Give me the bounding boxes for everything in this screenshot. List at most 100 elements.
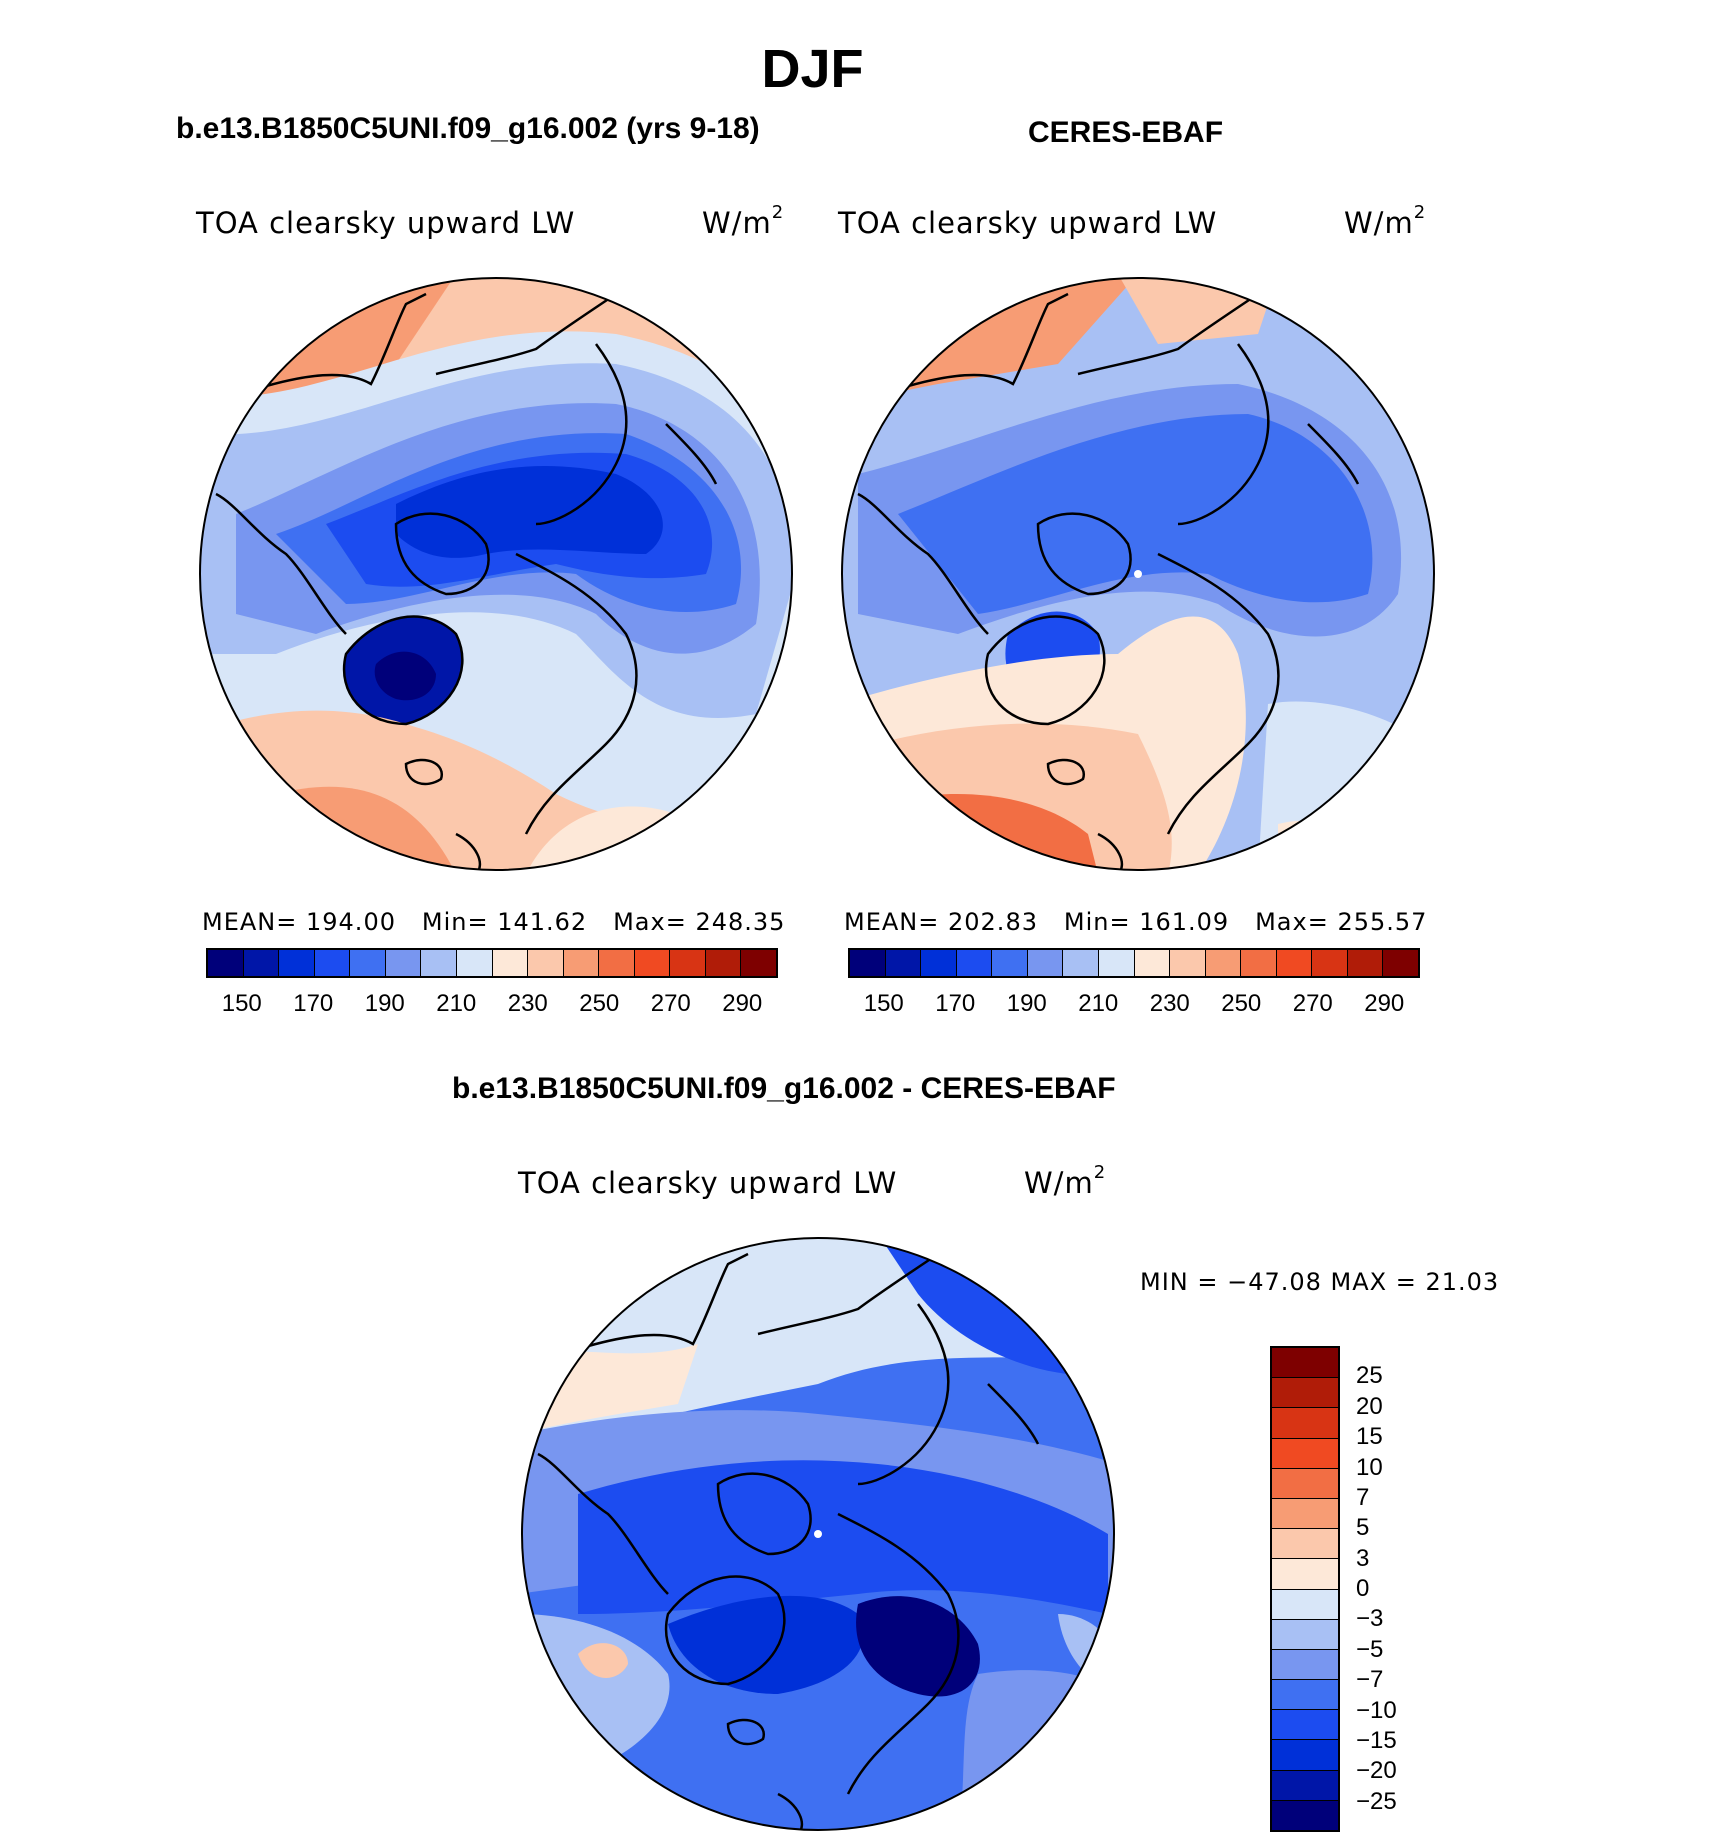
panel-2-pole-dot	[1134, 570, 1142, 578]
diff-colorbar-tick-label: −15	[1356, 1726, 1397, 1754]
diff-coast-east-siberia	[757, 1252, 939, 1336]
panel-2-fill-europe-cool	[1258, 701, 1434, 870]
panel-2-colorbar-tick-label: 230	[1149, 990, 1190, 1017]
panel-2-colorbar-swatch-8	[1134, 950, 1171, 976]
diff-colorbar-tick-label: −5	[1356, 1635, 1384, 1663]
panel-2-colorbar-tick-label: 210	[1078, 990, 1119, 1017]
diff-colorbar-swatch-13	[1272, 1740, 1338, 1771]
panel-1-colorbar-swatch-15	[741, 950, 776, 976]
panel-2-max-value: 255.57	[1337, 908, 1428, 936]
diff-coast-arctic-islands	[716, 1472, 812, 1556]
diff-colorbar-swatch-10	[1272, 1649, 1338, 1681]
diff-units-base: W/m	[1024, 1166, 1094, 1200]
panel-1-mean-value: 194.00	[306, 908, 396, 936]
panel-1-coast-iceland	[404, 758, 443, 786]
panel-1-colorbar-swatch-8	[492, 950, 529, 976]
panel-1-colorbar-tick-label: 250	[579, 990, 620, 1017]
diff-colorbar	[1270, 1346, 1340, 1832]
diff-colorbar-swatch-2	[1272, 1408, 1338, 1439]
panel-1-colorbar-swatch-11	[599, 950, 635, 976]
panel-1-units-exp: 2	[771, 202, 785, 223]
diff-coast-scandinavia	[537, 1452, 669, 1595]
panel-1-fill-cool6	[396, 465, 663, 558]
panel-1-fill-greenland-coldest	[374, 651, 436, 701]
diff-colorbar-swatch-7	[1272, 1559, 1338, 1590]
diff-colorbar-tick-label: −25	[1356, 1787, 1397, 1815]
panel-2-colorbar-swatch-9	[1170, 950, 1206, 976]
panel-1-coast-greenland	[342, 615, 464, 726]
panel-2-mean-value: 202.83	[948, 908, 1038, 936]
diff-colorbar-swatch-12	[1272, 1710, 1338, 1741]
panel-2-mean-label: MEAN=	[844, 908, 940, 936]
panel-2-variable-label: TOA clearsky upward LW	[838, 206, 1218, 240]
panel-1-colorbar-tick-label: 210	[436, 990, 477, 1017]
panel-1-polar-map	[199, 277, 793, 871]
panel-1-colorbar-swatch-3	[314, 950, 351, 976]
diff-colorbar-tick-label: 25	[1356, 1362, 1383, 1390]
panel-2-colorbar-swatch-7	[1098, 950, 1135, 976]
panel-2-coast-iceland	[1046, 758, 1085, 786]
diff-colorbar-swatch-1	[1272, 1378, 1338, 1409]
panel-2-coast-canada	[1157, 552, 1280, 835]
diff-units-exp: 2	[1093, 1162, 1107, 1183]
panel-1-map-border	[199, 277, 793, 871]
panel-1-coast-bering	[665, 423, 718, 485]
panel-1-colorbar-ticks: 150 170 190 210 230 250 270 290	[206, 990, 778, 1020]
panel-2-polar-map	[841, 277, 1435, 871]
panel-2-colorbar-swatch-11	[1241, 950, 1277, 976]
panel-1-colorbar-tick-label: 230	[507, 990, 548, 1017]
panel-2-colorbar-swatch-6	[1063, 950, 1099, 976]
panel-1-colorbar-swatch-7	[456, 950, 493, 976]
diff-case-title: b.e13.B1850C5UNI.f09_g16.002 - CERES-EBA…	[452, 1072, 1116, 1105]
panel-2-colorbar-tick-label: 190	[1006, 990, 1047, 1017]
diff-colorbar-tick-label: 20	[1356, 1392, 1383, 1420]
panel-2-colorbar-tick-label: 270	[1292, 990, 1333, 1017]
panel-1-units-base: W/m	[702, 206, 772, 240]
panel-1-coast-siberia	[255, 292, 427, 391]
panel-2-coast-east-siberia	[1077, 292, 1259, 376]
panel-1-max-value: 248.35	[695, 908, 786, 936]
diff-colorbar-tick-label: −10	[1356, 1696, 1397, 1724]
panel-1-colorbar-swatch-0	[208, 950, 244, 976]
panel-1-coast-british-isles	[455, 832, 482, 870]
diff-colorbar-tick-label: 10	[1356, 1453, 1383, 1481]
panel-2-colorbar-swatch-1	[885, 950, 922, 976]
panel-1-colorbar-swatch-13	[670, 950, 706, 976]
diff-colorbar-swatch-5	[1272, 1498, 1338, 1530]
figure-title: DJF	[761, 39, 864, 99]
panel-1-max-label: Max=	[613, 908, 687, 936]
panel-2-colorbar-swatch-5	[1027, 950, 1064, 976]
diff-colorbar-swatch-4	[1272, 1468, 1338, 1499]
panel-2-colorbar-tick-label: 170	[935, 990, 976, 1017]
diff-coast-british-isles	[777, 1792, 804, 1830]
diff-colorbar-tick-label: −20	[1356, 1757, 1397, 1785]
panel-1-coast-scandinavia	[215, 492, 347, 635]
diff-colorbar-swatch-9	[1272, 1619, 1338, 1650]
diff-colorbar-swatch-15	[1272, 1800, 1338, 1830]
panel-2-coast-british-isles	[1097, 832, 1124, 870]
diff-colorbar-tick-label: 15	[1356, 1423, 1383, 1451]
diff-coast-alaska	[857, 1303, 950, 1486]
diff-coast-greenland	[664, 1575, 786, 1686]
panel-1-coast-east-siberia	[435, 292, 617, 376]
panel-2-units-exp: 2	[1413, 202, 1427, 223]
panel-2-coast-arctic-islands	[1036, 512, 1132, 596]
panel-1-colorbar-swatch-4	[350, 950, 386, 976]
diff-colorbar-tick-label: 7	[1356, 1483, 1370, 1511]
panel-1-colorbar-swatch-1	[243, 950, 280, 976]
panel-1-min-label: Min=	[421, 908, 489, 936]
diff-colorbar-tick-label: 5	[1356, 1514, 1370, 1542]
panel-2-max-label: Max=	[1255, 908, 1329, 936]
diff-coast-siberia	[577, 1252, 749, 1351]
panel-2-colorbar-swatch-13	[1312, 950, 1348, 976]
diff-variable-label: TOA clearsky upward LW	[518, 1166, 898, 1200]
panel-1-colorbar-tick-label: 290	[722, 990, 763, 1017]
panel-1-coast-arctic-islands	[394, 512, 490, 596]
panel-1-colorbar-swatch-10	[563, 950, 600, 976]
panel-1-mean-label: MEAN=	[202, 908, 298, 936]
diff-colorbar-tick-label: −7	[1356, 1666, 1384, 1694]
panel-1-colorbar-swatch-6	[421, 950, 457, 976]
panel-2-fill-europe-warm	[1278, 820, 1418, 870]
panel-2-case-title: CERES-EBAF	[1028, 116, 1224, 149]
panel-2-colorbar-swatch-4	[992, 950, 1028, 976]
